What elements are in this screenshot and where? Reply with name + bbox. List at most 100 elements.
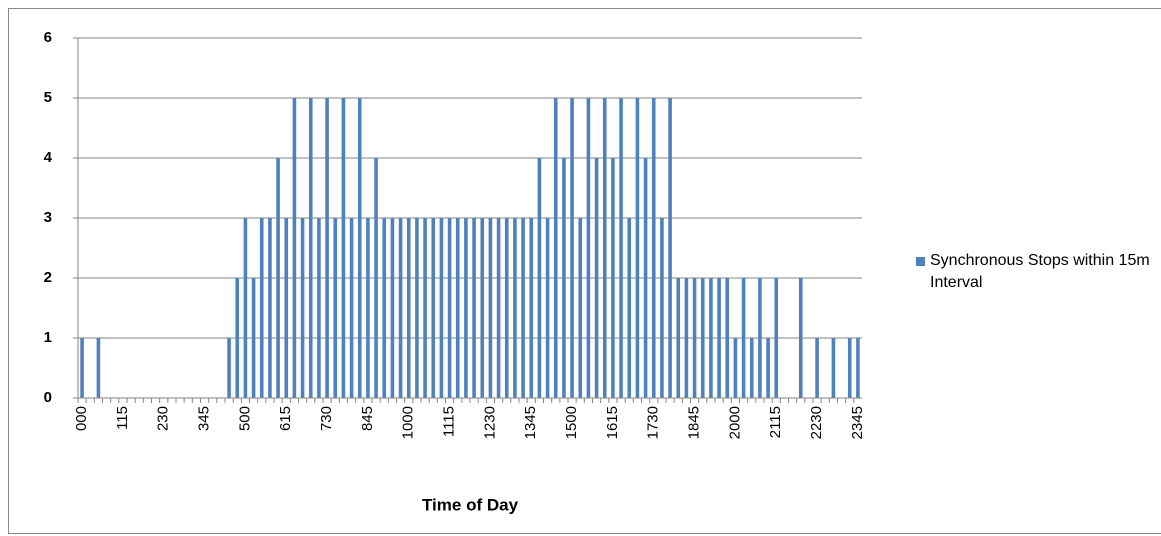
bar — [513, 218, 517, 398]
x-tick-label: 2000 — [726, 406, 743, 439]
bar — [423, 218, 427, 398]
bar — [651, 98, 656, 398]
bar — [709, 278, 713, 398]
bar — [635, 98, 640, 398]
bar — [349, 218, 354, 398]
x-tick-label: 1615 — [604, 406, 621, 439]
x-tick-label: 115 — [114, 406, 131, 430]
x-tick-label: 2230 — [808, 406, 825, 439]
bar — [439, 218, 444, 398]
bar — [766, 338, 770, 398]
bar — [545, 218, 550, 398]
bar — [325, 98, 329, 398]
bar — [611, 158, 615, 398]
bar — [382, 218, 387, 398]
y-tick-label: 1 — [44, 329, 52, 346]
bar — [504, 218, 509, 398]
bar — [406, 218, 411, 398]
bar — [586, 98, 591, 398]
x-tick-label: 1845 — [686, 406, 703, 439]
bar — [684, 278, 689, 398]
x-tick-label: 2115 — [767, 406, 784, 438]
bar — [472, 218, 476, 398]
bar — [643, 158, 648, 398]
bar — [96, 338, 101, 398]
bar — [227, 338, 231, 398]
x-tick-label: 1115 — [441, 406, 458, 437]
bar — [341, 98, 346, 398]
bar — [594, 158, 599, 398]
bar — [357, 98, 362, 398]
chart-border — [8, 8, 1161, 534]
bar — [602, 98, 607, 398]
bar — [300, 218, 305, 398]
x-tick-label: 230 — [155, 406, 172, 431]
x-tick-label: 500 — [236, 406, 253, 431]
x-tick-label: 2345 — [849, 406, 866, 439]
x-tick-label: 1345 — [522, 406, 539, 439]
legend-swatch — [916, 257, 925, 266]
x-tick-label: 615 — [277, 406, 294, 431]
legend-label: Synchronous Stops within 15m Interval — [930, 252, 1150, 291]
bar — [725, 278, 730, 398]
bar — [578, 218, 583, 398]
x-tick-label: 1230 — [481, 406, 498, 439]
bar — [374, 158, 378, 398]
y-tick-label: 5 — [44, 89, 52, 106]
bar — [366, 218, 370, 398]
bar — [798, 278, 803, 398]
x-axis-title: Time of Day — [422, 495, 519, 514]
bar — [496, 218, 501, 398]
bar — [692, 278, 697, 398]
bar — [815, 338, 819, 398]
x-tick-label: 000 — [73, 406, 90, 431]
bar — [235, 278, 240, 398]
bar — [741, 278, 746, 398]
bar — [717, 278, 721, 398]
bar — [259, 218, 264, 398]
y-tick-label: 4 — [44, 149, 53, 166]
x-tick-label: 730 — [318, 406, 335, 431]
bar — [268, 218, 272, 398]
bar — [553, 98, 558, 398]
bar — [243, 218, 248, 398]
bar — [521, 218, 525, 398]
x-tick-label: 345 — [196, 406, 213, 431]
y-tick-label: 6 — [44, 29, 52, 46]
bar — [537, 158, 542, 398]
x-tick-label: 1000 — [400, 406, 417, 439]
bar — [758, 278, 762, 398]
bar — [390, 218, 395, 398]
bar — [562, 158, 566, 398]
bar — [847, 338, 852, 398]
y-tick-label: 0 — [44, 389, 52, 406]
bar — [276, 158, 280, 398]
bar — [668, 98, 672, 398]
legend: Synchronous Stops within 15m Interval — [916, 250, 1156, 294]
bar — [831, 338, 836, 398]
bar — [480, 218, 485, 398]
bar — [627, 218, 632, 398]
bar — [447, 218, 452, 398]
bar — [415, 218, 419, 398]
bar — [333, 218, 338, 398]
bar — [774, 278, 779, 398]
bar — [308, 98, 313, 398]
bar — [660, 218, 664, 398]
bar — [80, 338, 84, 398]
x-tick-label: 845 — [359, 406, 376, 431]
bar — [488, 218, 493, 398]
bar — [733, 338, 738, 398]
bar — [455, 218, 460, 398]
x-tick-label: 1500 — [563, 406, 580, 439]
bar — [398, 218, 403, 398]
bar — [700, 278, 705, 398]
bar — [431, 218, 436, 398]
bar — [529, 218, 534, 398]
x-tick-label: 1730 — [645, 406, 662, 439]
bar — [292, 98, 297, 398]
bar — [570, 98, 574, 398]
bar — [464, 218, 468, 398]
